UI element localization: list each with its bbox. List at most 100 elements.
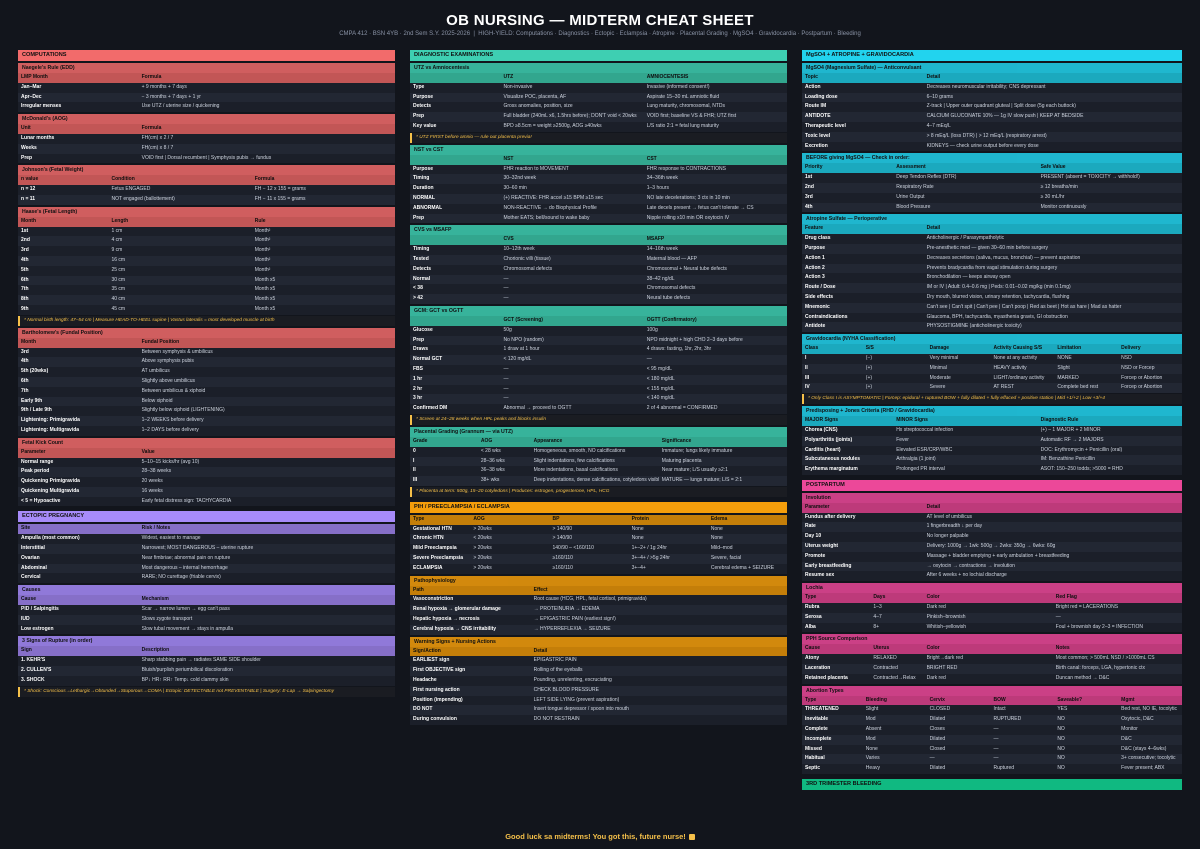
table-cell: PID / Salpingitis (18, 605, 139, 615)
table-cell: Resume sex (802, 571, 924, 582)
table-cell: Chromosomal defects (500, 264, 644, 275)
table-cell: Jan–Mar (18, 82, 139, 93)
header-cell: Color (923, 593, 1053, 604)
table-cell: Abdominal (18, 563, 139, 574)
table: MAJOR Signs MINOR Signs Diagnostic Rule Cho… (802, 416, 1182, 475)
subheading: Involution (802, 492, 1182, 503)
table-cell: Rate (802, 522, 924, 533)
table-cell: Alba (802, 622, 871, 633)
table-cell: Low estrogen (18, 624, 139, 635)
table-cell: Bronchodilation — keeps airway open (923, 273, 1182, 284)
header-cell: S/S (862, 344, 927, 354)
table-cell: Insert tongue depressor / spoon into mou… (530, 705, 787, 716)
table-cell: D&C (stays 4–6wks) (1118, 744, 1182, 755)
table-cell: After 6 weeks + no lochial discharge (923, 571, 1182, 582)
table-cell: Month x5 (251, 304, 395, 315)
header-cell: Detail (923, 73, 1182, 83)
header-cell: Cause (18, 595, 139, 606)
table-cell: Pounding, unrelenting, excruciating (530, 676, 787, 686)
table-cell: No NPO (random) (500, 335, 644, 346)
table-cell: Subcutaneous nodules (802, 455, 894, 466)
table-cell: Therapeutic level (802, 121, 924, 132)
table-cell: Mod (862, 715, 927, 726)
header-cell: Significance (658, 436, 787, 447)
table-cell: Bluish/purplish periumbilical discolorat… (138, 666, 395, 676)
table-cell: Widest, easiest to manage (138, 534, 395, 545)
table-cell: — (500, 294, 644, 304)
table-cell: RELAXED (870, 654, 924, 665)
table-cell: > 140/90 (549, 524, 629, 535)
table-cell: 30 cm (108, 275, 252, 286)
header-cell: Feature (802, 224, 924, 235)
table: UTZ AMNIOCENTESIS Type Non-invasive Invasive… (410, 73, 787, 132)
header-cell: Length (108, 216, 252, 227)
table-cell: NSD or Forcep (1118, 363, 1182, 374)
note: * UTZ FIRST before amnio — rule out plac… (410, 132, 787, 143)
section-title: PIH / PREECLAMPSIA / ECLAMPSIA (410, 501, 787, 513)
header-cell: Color (923, 644, 1053, 655)
table-cell: Forcep or Abortion (1118, 373, 1182, 384)
note: * Placenta at term: 500g, 15–20 cotyledo… (410, 486, 787, 497)
table-cell: 4–7 (870, 612, 924, 623)
header-cell: AOG (477, 436, 531, 447)
table-cell: NONE (1054, 353, 1119, 364)
table-cell: Dilated (926, 764, 991, 775)
table-cell: Purpose (802, 243, 924, 254)
table-cell: < 120 mg/dL (500, 355, 644, 365)
table-cell: Minimal (926, 363, 991, 374)
column: MgSO4 + ATROPINE + GRAVIDOCARDIA MgSO4 (M… (802, 50, 1182, 795)
table-cell: 30–60 min (500, 184, 644, 194)
table-cell: Prolonged PR interval (893, 465, 1038, 475)
table-cell: Month² (251, 236, 395, 247)
table-cell: KIDNEYS — check urine output before ever… (923, 141, 1182, 152)
table-cell: Automatic RF → 2 MAJORS (1037, 435, 1182, 446)
table: Sign/Action Detail EARLIEST sign EPIGASTRIC… (410, 646, 787, 726)
table-cell: Maturing placenta (658, 456, 787, 467)
table-cell: None (628, 524, 708, 535)
subheading: Atropine Sulfate — Perioperative (802, 214, 1182, 225)
table: Sign Description 1. KEHR'S Sharp stabbing p… (18, 646, 395, 686)
table-cell: 16 weeks (138, 486, 395, 497)
table-cell: III (802, 373, 863, 384)
table-cell: Chromosomal defects (643, 284, 787, 295)
table-cell: Abnormal → proceed to OGTT (500, 404, 644, 414)
subheading: Lochia (802, 583, 1182, 594)
table-cell: — (990, 734, 1055, 745)
table-cell: Between umbilicus & xiphoid (138, 386, 395, 397)
table-cell: (+) (862, 373, 927, 384)
table-cell: Vasoconstriction (410, 595, 531, 606)
table-cell: Confirmed DM (410, 404, 501, 414)
table-cell: 7th (18, 386, 139, 397)
table-cell: MATURE — lungs mature; L/S = 2:1 (658, 476, 787, 486)
table-cell: > 20wks (470, 544, 550, 555)
table-cell: Ampulla (most common) (18, 534, 139, 545)
section-title: MgSO4 + ATROPINE + GRAVIDOCARDIA (802, 50, 1182, 61)
table-cell: Purpose (410, 92, 501, 103)
header-cell: Effect (530, 585, 787, 596)
table-cell: 140/90 – <160/110 (549, 544, 629, 555)
table-cell: Immature; lungs likely immature (658, 446, 787, 457)
table-cell: Atony (802, 654, 871, 665)
table-cell: Bed rest, NO IE, tocolytic (1118, 705, 1182, 716)
table-cell: Lung maturity, chromosomal, NTDs (643, 102, 787, 113)
table-cell: — (500, 274, 644, 285)
header-cell: Formula (138, 124, 395, 134)
header-cell: Cervix (926, 695, 991, 706)
table-cell: 1 hr (410, 374, 501, 385)
header-cell: Notes (1052, 644, 1182, 655)
table-cell: AT umbilicus (138, 367, 395, 377)
subheading: BEFORE giving MgSO4 — Check in order: (802, 153, 1182, 164)
header-cell: Detail (530, 646, 787, 657)
table-cell: Prep (410, 335, 501, 346)
table-cell: < 5 = Hypoactive (18, 496, 139, 507)
subheading: 3 Signs of Rupture (in order) (18, 636, 395, 647)
table-cell: Incomplete (802, 734, 863, 745)
table-cell: Dilated (926, 734, 991, 745)
subheading: PPH Source Comparison (802, 634, 1182, 645)
table-cell: Contracted (870, 664, 924, 674)
table-cell: Quickening Primigravida (18, 477, 139, 487)
header-cell: Diagnostic Rule (1037, 416, 1182, 426)
table-cell: NORMAL (410, 193, 501, 204)
table-cell: (+) (862, 363, 927, 374)
table-cell: 7th (18, 285, 109, 296)
